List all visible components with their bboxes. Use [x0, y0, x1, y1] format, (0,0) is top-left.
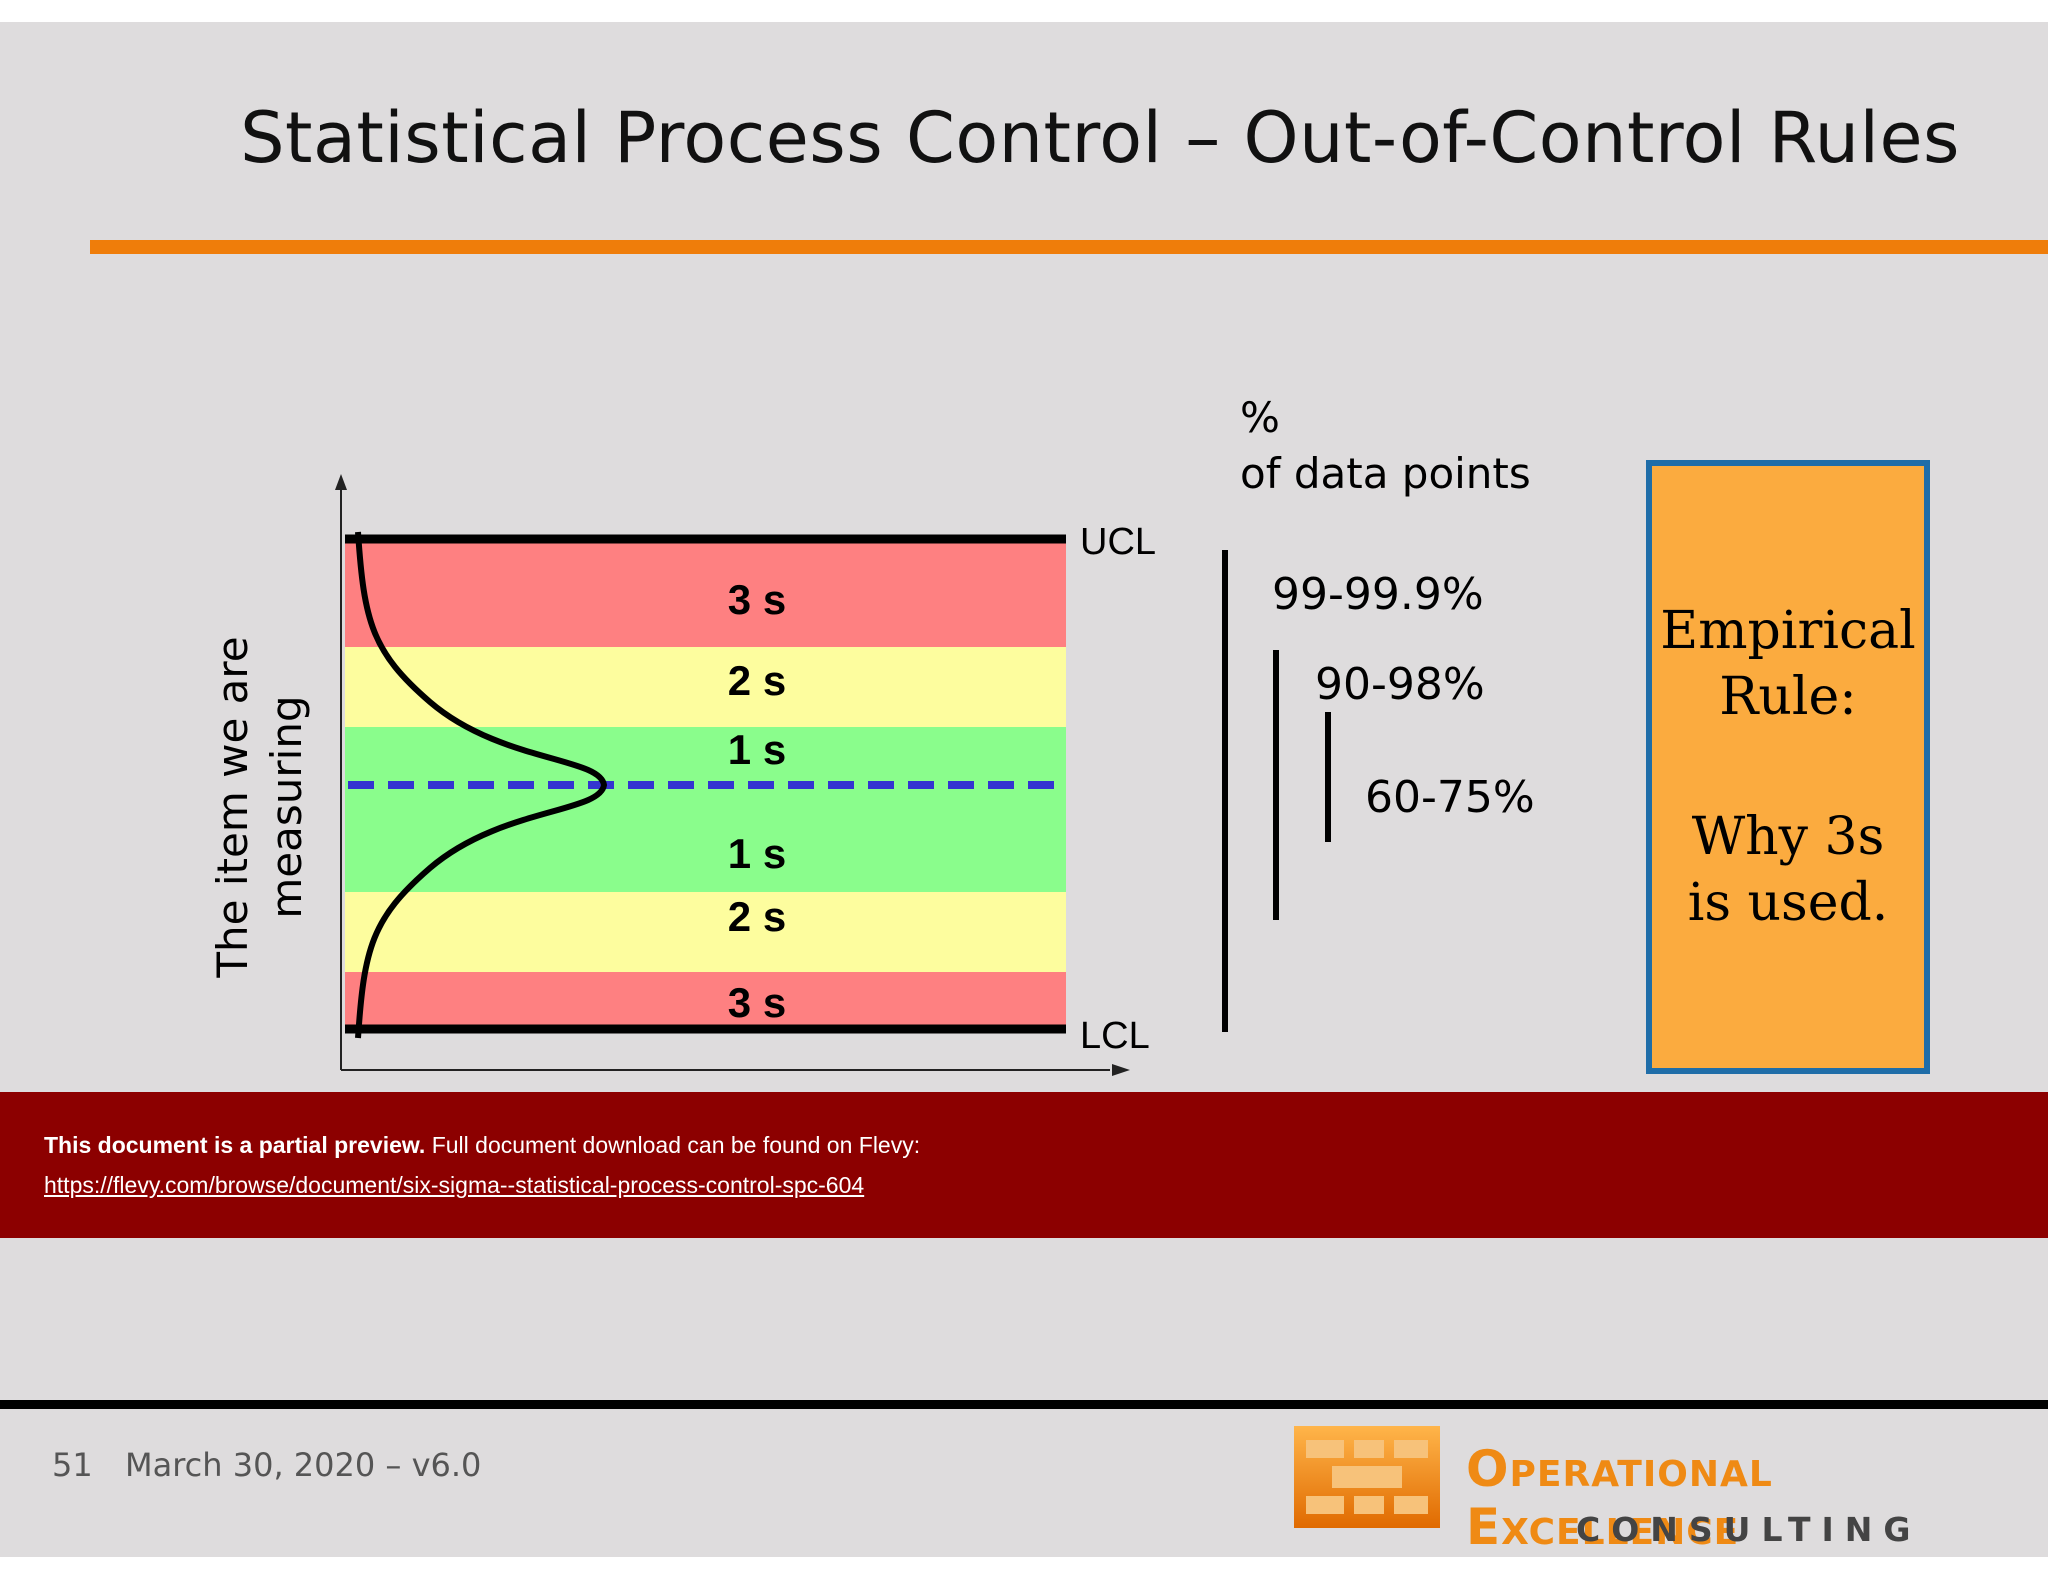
percentage-99: 99-99.9%: [1272, 569, 1484, 620]
control-chart: 3 s 2 s 1 s 1 s 2 s 3 s UCL LCL 99-99.9% 90-9…: [335, 474, 1535, 1076]
preview-banner: This document is a partial preview. Full…: [0, 1092, 2048, 1238]
banner-message: This document is a partial preview. Full…: [44, 1132, 920, 1159]
logo-initial-e: E: [1466, 1498, 1502, 1556]
zone-label-5: 2 s: [728, 893, 786, 940]
logo-word1-rest: PERATIONAL: [1509, 1454, 1773, 1495]
ucl-label: UCL: [1080, 521, 1156, 563]
logo-subline: CONSULTING: [1576, 1510, 1922, 1549]
percent-symbol: %: [1240, 393, 1280, 442]
percent-caption: of data points: [1240, 449, 1531, 498]
percentage-60: 60-75%: [1365, 772, 1535, 823]
banner-text: Full document download can be found on F…: [431, 1132, 921, 1158]
footer-date: March 30, 2020 – v6.0: [125, 1446, 482, 1484]
zone-band-4: [345, 785, 1066, 892]
empirical-line3: Why 3s: [1691, 807, 1885, 867]
lcl-label: LCL: [1080, 1015, 1150, 1057]
flevy-link[interactable]: https://flevy.com/browse/document/six-si…: [44, 1172, 865, 1198]
normal-curve: [355, 531, 608, 1039]
slide-title: Statistical Process Control – Out-of-Con…: [240, 97, 1960, 179]
zone-band-1: [345, 539, 1066, 647]
percent-header: % of data points: [1240, 390, 1531, 502]
percentage-90: 90-98%: [1315, 659, 1485, 710]
zone-label-3: 1 s: [728, 726, 786, 773]
logo-word2-rest: XCELLENCE: [1501, 1512, 1740, 1553]
zone-labels: 3 s 2 s 1 s 1 s 2 s 3 s: [728, 576, 786, 1026]
zone-band-5: [345, 892, 1066, 972]
zone-bands: [345, 539, 1066, 1029]
zone-label-6: 3 s: [728, 979, 786, 1026]
logo-wordmark: OPERATIONAL EXCELLENCE: [1466, 1440, 2048, 1556]
banner-bold-text: This document is a partial preview.: [44, 1132, 426, 1158]
slide: Statistical Process Control – Out-of-Con…: [0, 22, 2048, 1557]
title-underline: [90, 240, 2048, 254]
zone-label-1: 3 s: [728, 576, 786, 623]
logo-initial-o: O: [1466, 1440, 1510, 1498]
footer-rule: [0, 1400, 2048, 1409]
empirical-rule-box: Empirical Rule: Why 3s is used.: [1646, 460, 1930, 1074]
company-logo-icon: [1294, 1426, 1440, 1528]
y-axis-label: The item we are measuring: [208, 636, 311, 978]
zone-band-3: [345, 727, 1066, 785]
empirical-line2: Rule:: [1719, 667, 1857, 727]
page-number: 51: [52, 1446, 93, 1484]
empirical-line4: is used.: [1687, 873, 1889, 933]
zone-label-4: 1 s: [728, 830, 786, 877]
empirical-line1: Empirical: [1660, 601, 1916, 661]
y-axis-arrow: [335, 474, 347, 490]
x-axis-arrow: [1112, 1064, 1130, 1076]
zone-band-6: [345, 972, 1066, 1029]
zone-label-2: 2 s: [728, 657, 786, 704]
zone-band-2: [345, 647, 1066, 727]
